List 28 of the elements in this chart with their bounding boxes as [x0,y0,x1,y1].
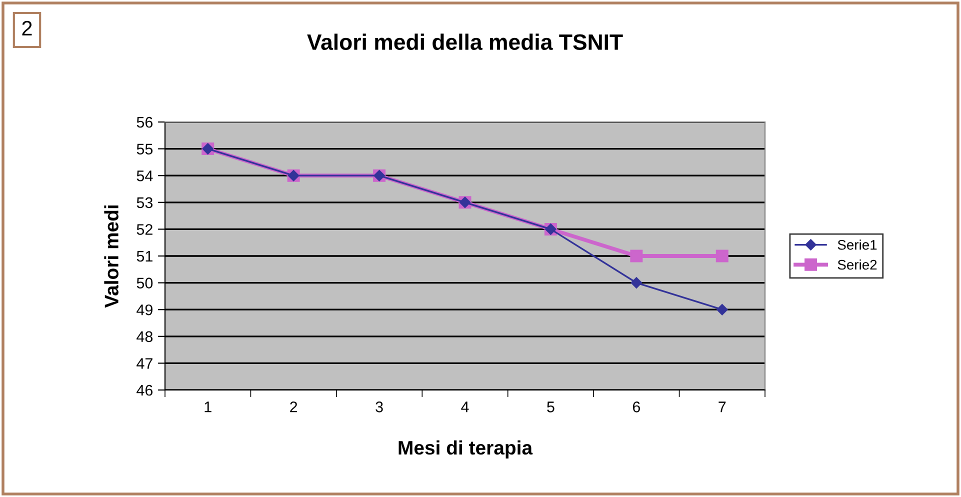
chart-title: Valori medi della media TSNIT [307,34,623,50]
x-tick-label: 1 [204,402,212,412]
x-tick-label: 2 [290,402,298,412]
y-tick-label: 53 [136,197,153,208]
x-tick-label: 6 [632,402,640,412]
point [630,250,643,262]
x-tick-label: 5 [547,402,554,412]
x-tick-label: 7 [718,402,726,412]
point [630,277,642,288]
y-tick-label: 55 [136,144,153,154]
y-tick-label: 46 [136,384,153,396]
legend-label: Serie1 [838,240,877,250]
x-tick-label: 4 [461,402,469,412]
legend-label: Serie2 [838,259,877,270]
y-axis-title: Valori medi [104,206,118,308]
y-tick-label: 56 [136,116,153,128]
y-tick-label: 49 [136,304,152,316]
x-tick-label: 3 [376,402,383,412]
y-tick-label: 52 [136,224,152,235]
point [716,250,728,262]
y-tick-label: 48 [136,331,153,342]
y-tick-label: 50 [136,278,153,288]
y-tick-label: 51 [136,251,152,262]
y-tick-label: 47 [136,358,152,369]
x-axis-title: Mesi di terapia [398,440,533,458]
y-tick-label: 54 [136,170,153,182]
text: 2 [22,20,32,36]
point [716,304,728,316]
